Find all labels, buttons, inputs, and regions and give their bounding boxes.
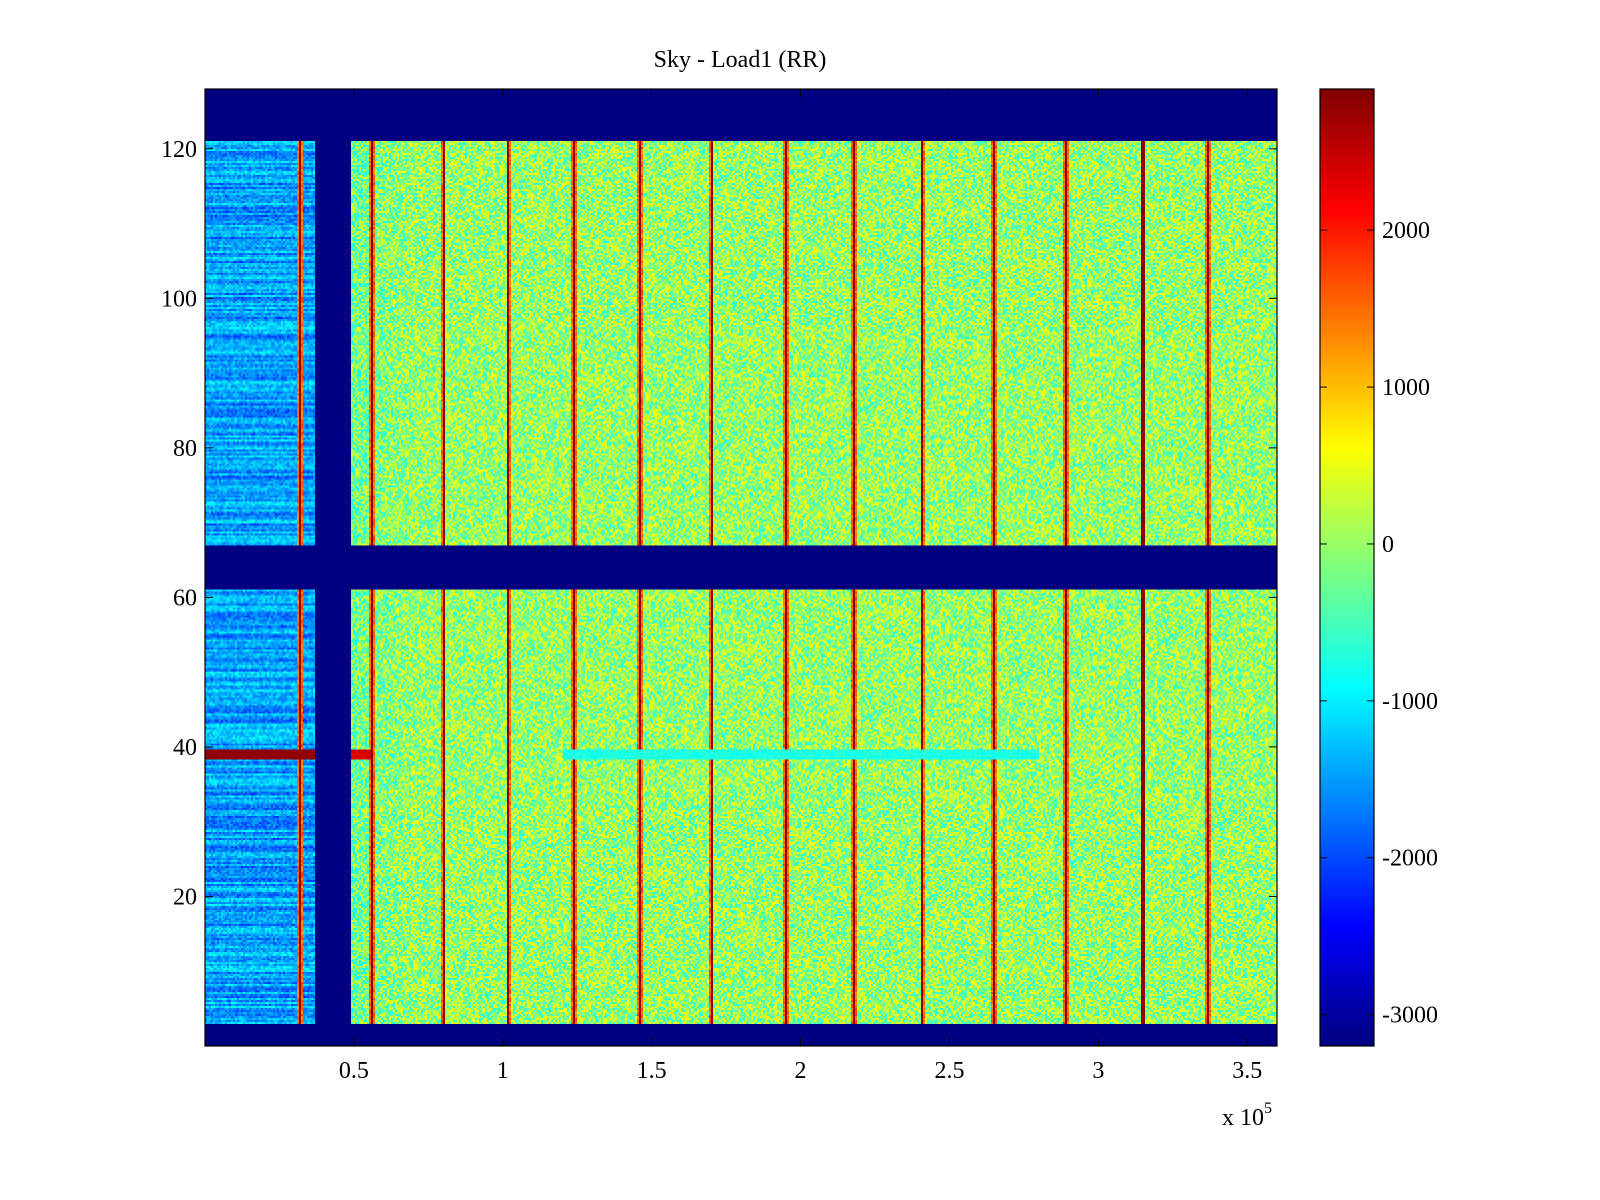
- y-tick-label: 40: [173, 735, 197, 761]
- colorbar-tick-label: 0: [1382, 532, 1394, 558]
- colorbar-tick-label: 1000: [1382, 375, 1430, 401]
- colorbar-gradient: [1320, 89, 1374, 1046]
- y-tick-label: 100: [161, 286, 197, 312]
- plot-axes-box: [204, 88, 1278, 1047]
- chart-title: Sky - Load1 (RR): [654, 47, 827, 73]
- colorbar-tick-label: -2000: [1382, 846, 1438, 872]
- x-tick-label: 1.5: [637, 1058, 667, 1084]
- colorbar-box: [1319, 88, 1375, 1047]
- colorbar-ticks: -3000 -2000 -1000 0 1000 2000: [1320, 218, 1438, 1029]
- colorbar-tick-label: -1000: [1382, 689, 1438, 715]
- colorbar-tick-label: 2000: [1382, 218, 1430, 244]
- heatmap-image: [205, 89, 1277, 1046]
- y-axis-ticks: 20 40 60 80 100 120: [161, 137, 1277, 910]
- x-tick-label: 2: [795, 1058, 807, 1084]
- y-tick-label: 20: [173, 884, 197, 910]
- heatmap-plot-area: [205, 89, 1277, 1046]
- x-tick-label: 2.5: [934, 1058, 964, 1084]
- x-axis-multiplier-label: x 105: [1222, 1100, 1272, 1131]
- x-tick-label: 3.5: [1232, 1058, 1262, 1084]
- colorbar-tick-label: -3000: [1382, 1003, 1438, 1029]
- x-tick-label: 1: [497, 1058, 509, 1084]
- y-tick-label: 120: [161, 137, 197, 163]
- colorbar: -3000 -2000 -1000 0 1000 2000: [1319, 88, 1438, 1047]
- x-axis-ticks: 0.5 1 1.5 2 2.5 3 3.5: [339, 89, 1262, 1084]
- y-tick-label: 80: [173, 436, 197, 462]
- x-tick-label: 0.5: [339, 1058, 369, 1084]
- y-tick-label: 60: [173, 585, 197, 611]
- x-tick-label: 3: [1092, 1058, 1104, 1084]
